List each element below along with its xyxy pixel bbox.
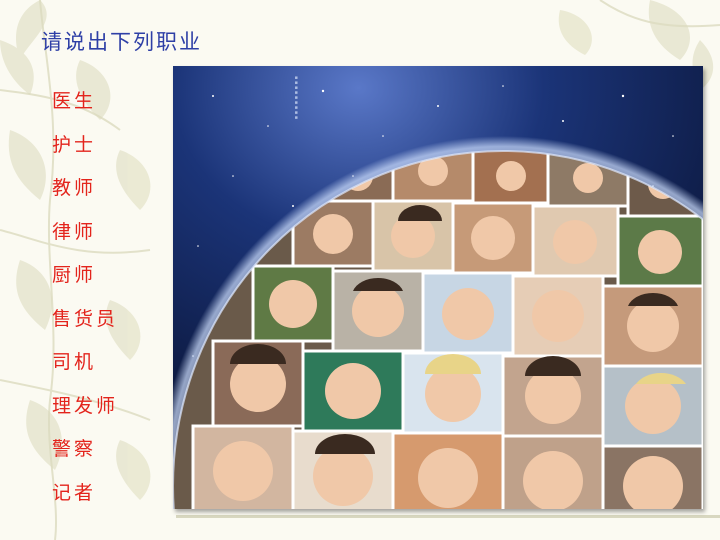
occupation-item: 警察 [52, 438, 97, 460]
occupation-item: 司机 [52, 351, 97, 373]
occupation-item: 厨师 [52, 264, 97, 286]
occupation-item: 教师 [52, 177, 97, 199]
slide-title: 请说出下列职业 [41, 30, 202, 54]
globe-puzzle-photo: ▪ ▪ ▪ ▪ ▪ ▪ ▪ ▪ ▪ [173, 66, 703, 509]
occupation-item: 医生 [52, 90, 97, 112]
occupation-item: 护士 [52, 133, 97, 156]
occupation-item: 记者 [52, 481, 97, 504]
occupation-item: 售货员 [52, 307, 119, 330]
svg-text:▪ ▪ ▪ ▪ ▪ ▪ ▪ ▪ ▪: ▪ ▪ ▪ ▪ ▪ ▪ ▪ ▪ ▪ [293, 76, 299, 119]
occupation-item: 理发师 [52, 394, 119, 417]
globe-puzzle-illustration: ▪ ▪ ▪ ▪ ▪ ▪ ▪ ▪ ▪ [173, 66, 703, 509]
occupation-item: 律师 [52, 220, 97, 243]
occupation-list: 医生 护士 教师 律师 厨师 售货员 司机 理发师 警察 记者 [52, 89, 118, 524]
